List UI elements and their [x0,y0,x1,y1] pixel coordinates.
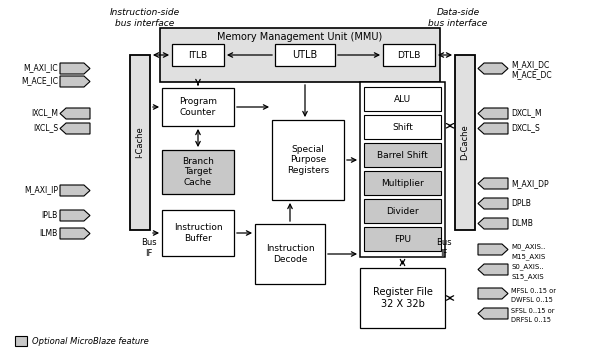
Polygon shape [478,288,508,299]
Bar [130,55,150,230]
Text: IPLB: IPLB [42,210,58,219]
Text: DPLB: DPLB [511,199,531,208]
Bar [360,268,445,328]
Bar [364,143,441,167]
Text: FPU: FPU [394,234,411,243]
Polygon shape [478,244,508,255]
Text: ILMB: ILMB [40,228,58,238]
Bar [255,224,325,284]
Text: DXCL_S: DXCL_S [511,123,540,132]
Text: DRFSL 0..15: DRFSL 0..15 [511,317,551,323]
Polygon shape [478,108,508,119]
Bar [162,150,234,194]
Bar [272,120,344,200]
Text: Data-side
bus interface: Data-side bus interface [428,8,488,28]
Text: Multiplier: Multiplier [381,178,424,187]
Bar [172,44,224,66]
Text: Instruction
Buffer: Instruction Buffer [173,223,223,243]
Text: Bus
IF: Bus IF [436,238,452,258]
Text: Memory Management Unit (MMU): Memory Management Unit (MMU) [217,32,383,42]
Text: DLMB: DLMB [511,219,533,228]
Bar [364,199,441,223]
Text: M0_AXIS..: M0_AXIS.. [511,244,545,250]
Text: DWFSL 0..15: DWFSL 0..15 [511,297,553,303]
Text: Program
Counter: Program Counter [179,97,217,117]
Polygon shape [478,123,508,134]
Polygon shape [60,210,90,221]
Text: D-Cache: D-Cache [461,125,470,160]
Text: Branch
Target
Cache: Branch Target Cache [182,157,214,187]
Text: Bus
IF: Bus IF [141,238,157,258]
Polygon shape [60,228,90,239]
Bar [162,210,234,256]
Polygon shape [478,63,508,74]
Bar [455,55,475,230]
Text: SFSL 0..15 or: SFSL 0..15 or [511,308,554,314]
Text: Shift: Shift [392,122,413,131]
Text: M_AXI_DP: M_AXI_DP [511,180,548,188]
Text: Divider: Divider [386,206,419,215]
Polygon shape [478,178,508,189]
Text: S0_AXIS..: S0_AXIS.. [511,264,544,270]
Text: Register File
32 X 32b: Register File 32 X 32b [373,287,433,309]
Bar [364,87,441,111]
Bar [364,171,441,195]
Text: UTLB: UTLB [292,50,317,60]
Text: Instruction-side
bus interface: Instruction-side bus interface [110,8,180,28]
Bar [162,88,234,126]
Bar [360,82,445,257]
Text: ITLB: ITLB [188,51,208,60]
Text: DXCL_M: DXCL_M [511,108,542,117]
Text: M_AXI_DC: M_AXI_DC [511,61,549,70]
Polygon shape [478,264,508,275]
Polygon shape [60,76,90,87]
Text: Special
Purpose
Registers: Special Purpose Registers [287,145,329,175]
Polygon shape [60,63,90,74]
Text: IXCL_M: IXCL_M [31,108,58,117]
Text: IXCL_S: IXCL_S [33,123,58,132]
Text: MFSL 0..15 or: MFSL 0..15 or [511,288,556,294]
Text: M_ACE_DC: M_ACE_DC [511,70,551,79]
Text: M15_AXIS: M15_AXIS [511,253,545,260]
Text: M_ACE_IC: M_ACE_IC [21,76,58,85]
Bar [364,227,441,251]
Polygon shape [478,218,508,229]
Bar [160,28,440,82]
Text: ALU: ALU [394,94,411,103]
Polygon shape [60,123,90,134]
Polygon shape [60,108,90,119]
Bar [275,44,335,66]
Text: Barrel Shift: Barrel Shift [377,150,428,159]
Bar [15,336,27,346]
Bar [364,115,441,139]
Text: M_AXI_IC: M_AXI_IC [23,64,58,73]
Bar [383,44,435,66]
Text: M_AXI_IP: M_AXI_IP [24,186,58,195]
Polygon shape [478,308,508,319]
Text: I-Cache: I-Cache [136,127,145,158]
Polygon shape [60,185,90,196]
Polygon shape [478,198,508,209]
Text: Instruction
Decode: Instruction Decode [266,244,314,264]
Text: Optional MicroBlaze feature: Optional MicroBlaze feature [32,336,149,345]
Text: S15_AXIS: S15_AXIS [511,274,544,280]
Text: DTLB: DTLB [397,51,421,60]
